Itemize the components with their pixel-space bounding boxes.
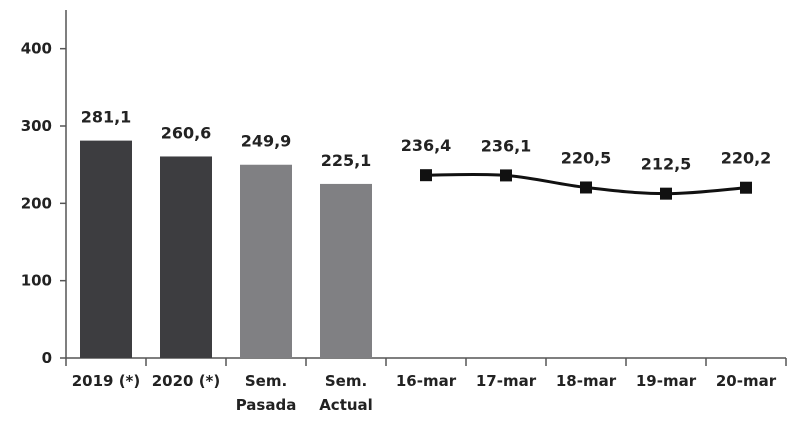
line-marker: [500, 169, 512, 182]
y-tick-label: 300: [21, 117, 52, 135]
x-tick-label-line: Sem.: [245, 372, 287, 390]
y-tick-label: 200: [21, 194, 52, 212]
y-axis: 0 100 200 300 400: [21, 10, 67, 367]
x-tick-label-line: Pasada: [236, 396, 297, 414]
bar: [320, 183, 372, 358]
x-tick-label: 18-mar: [556, 372, 617, 390]
x-tick-label: 2020 (*): [152, 372, 221, 390]
bar-value-label: 225,1: [321, 151, 372, 170]
line-marker: [740, 181, 752, 194]
bar-value-label: 249,9: [241, 132, 292, 151]
x-tick-label: Sem. Actual: [319, 372, 373, 414]
point-value-label: 220,5: [561, 148, 612, 167]
data-labels: 281,1 260,6 249,9 225,1 236,4 236,1 220,5 212,5…: [81, 108, 772, 174]
bar: [160, 156, 212, 358]
x-tick-label-line: 19-mar: [636, 372, 697, 390]
line-series: [420, 169, 752, 200]
x-tick-label-line: Sem.: [325, 372, 367, 390]
x-tick-label-line: 17-mar: [476, 372, 537, 390]
x-tick-label: 16-mar: [396, 372, 457, 390]
y-tick-label: 0: [42, 349, 52, 367]
x-tick-label: 2019 (*): [72, 372, 141, 390]
x-tick-label-line: 16-mar: [396, 372, 457, 390]
bar-value-label: 260,6: [161, 123, 212, 142]
x-tick-label: 17-mar: [476, 372, 537, 390]
bar: [80, 140, 132, 358]
y-tick-label: 400: [21, 40, 52, 58]
point-value-label: 212,5: [641, 155, 692, 174]
y-tick-label: 100: [21, 272, 52, 290]
point-value-label: 220,2: [721, 149, 772, 168]
bar-series: [80, 140, 372, 358]
line-marker: [420, 169, 432, 182]
bar: [240, 164, 292, 358]
x-tick-label: 19-mar: [636, 372, 697, 390]
x-axis: 2019 (*) 2020 (*) Sem. Pasada Sem. Actual 16-m…: [65, 357, 787, 414]
line-marker: [660, 187, 672, 200]
bar-value-label: 281,1: [81, 108, 132, 127]
x-tick-label-line: Actual: [319, 396, 373, 414]
x-tick-label-line: 2020 (*): [152, 372, 221, 390]
point-value-label: 236,1: [481, 136, 532, 155]
x-tick-label: 20-mar: [716, 372, 777, 390]
point-value-label: 236,4: [401, 136, 452, 155]
x-tick-label-line: 2019 (*): [72, 372, 141, 390]
x-tick-label-line: 18-mar: [556, 372, 617, 390]
x-tick-label-line: 20-mar: [716, 372, 777, 390]
x-tick-label: Sem. Pasada: [236, 372, 297, 414]
line-marker: [580, 181, 592, 194]
